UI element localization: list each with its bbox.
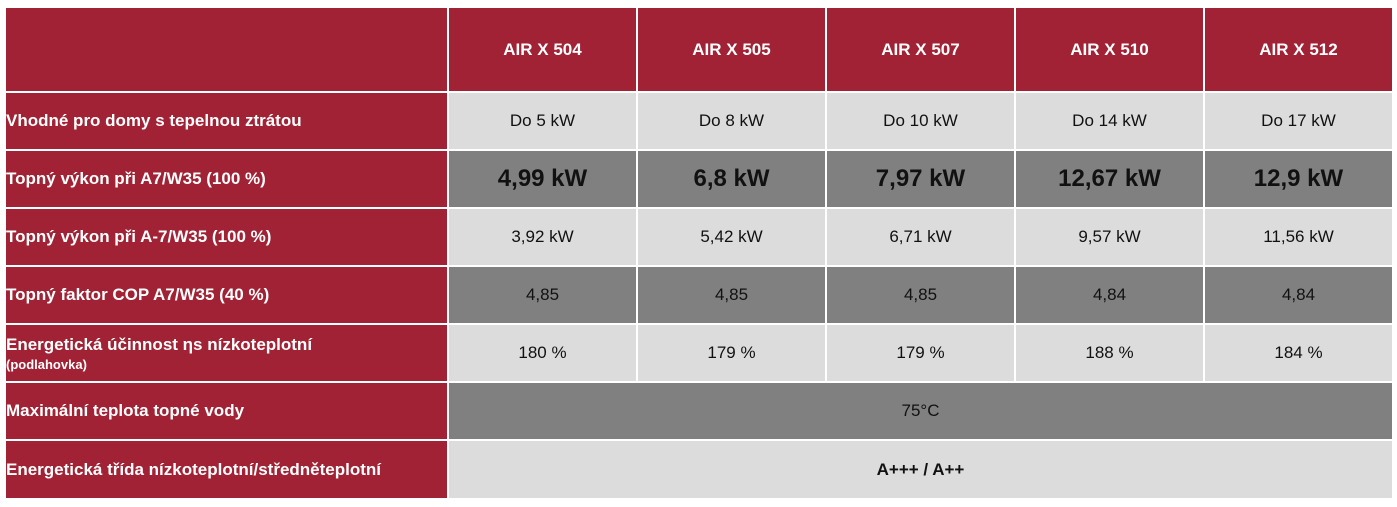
- table-cell: 188 %: [1016, 325, 1203, 381]
- row-label: Energetická třída nízkoteplotní/střednět…: [6, 441, 447, 498]
- row-heating-output-a7: Topný výkon při A7/W35 (100 %) 4,99 kW 6…: [6, 151, 1392, 207]
- row-heating-output-a-7: Topný výkon při A-7/W35 (100 %) 3,92 kW …: [6, 209, 1392, 265]
- model-header: AIR X 507: [827, 8, 1014, 91]
- table-cell: 180 %: [449, 325, 636, 381]
- row-label-sub: (podlahovka): [6, 356, 87, 372]
- table-cell: 4,85: [638, 267, 825, 323]
- table-cell: Do 8 kW: [638, 93, 825, 149]
- table-cell: Do 17 kW: [1205, 93, 1392, 149]
- table-cell: 4,84: [1016, 267, 1203, 323]
- model-header: AIR X 512: [1205, 8, 1392, 91]
- table-cell: 179 %: [827, 325, 1014, 381]
- row-energy-class: Energetická třída nízkoteplotní/střednět…: [6, 441, 1392, 498]
- table-cell: 3,92 kW: [449, 209, 636, 265]
- spec-table: AIR X 504 AIR X 505 AIR X 507 AIR X 510 …: [4, 6, 1394, 500]
- table-cell: 4,84: [1205, 267, 1392, 323]
- table-cell: 179 %: [638, 325, 825, 381]
- row-label: Energetická účinnost ηs nízkoteplotní (p…: [6, 325, 447, 381]
- row-label: Topný výkon při A7/W35 (100 %): [6, 151, 447, 207]
- table-cell: Do 14 kW: [1016, 93, 1203, 149]
- row-max-temperature: Maximální teplota topné vody 75°C: [6, 383, 1392, 439]
- merged-cell: A+++ / A++: [449, 441, 1392, 498]
- row-label: Topný faktor COP A7/W35 (40 %): [6, 267, 447, 323]
- row-label: Maximální teplota topné vody: [6, 383, 447, 439]
- table-cell: 5,42 kW: [638, 209, 825, 265]
- table-cell: 12,9 kW: [1205, 151, 1392, 207]
- row-efficiency: Energetická účinnost ηs nízkoteplotní (p…: [6, 325, 1392, 381]
- table-cell: Do 5 kW: [449, 93, 636, 149]
- table-cell: 9,57 kW: [1016, 209, 1203, 265]
- table-cell: 6,71 kW: [827, 209, 1014, 265]
- table-cell: 11,56 kW: [1205, 209, 1392, 265]
- header-corner-cell: [6, 8, 447, 91]
- row-cop: Topný faktor COP A7/W35 (40 %) 4,85 4,85…: [6, 267, 1392, 323]
- header-row: AIR X 504 AIR X 505 AIR X 507 AIR X 510 …: [6, 8, 1392, 91]
- model-header: AIR X 505: [638, 8, 825, 91]
- table-cell: 12,67 kW: [1016, 151, 1203, 207]
- table-cell: 7,97 kW: [827, 151, 1014, 207]
- row-heat-loss: Vhodné pro domy s tepelnou ztrátou Do 5 …: [6, 93, 1392, 149]
- table-cell: 4,85: [449, 267, 636, 323]
- table-cell: 4,85: [827, 267, 1014, 323]
- row-label: Topný výkon při A-7/W35 (100 %): [6, 209, 447, 265]
- table-cell: 6,8 kW: [638, 151, 825, 207]
- row-label: Vhodné pro domy s tepelnou ztrátou: [6, 93, 447, 149]
- row-label-main: Energetická účinnost ηs nízkoteplotní: [6, 334, 313, 354]
- merged-cell: 75°C: [449, 383, 1392, 439]
- model-header: AIR X 504: [449, 8, 636, 91]
- table-cell: 184 %: [1205, 325, 1392, 381]
- table-cell: 4,99 kW: [449, 151, 636, 207]
- table-cell: Do 10 kW: [827, 93, 1014, 149]
- model-header: AIR X 510: [1016, 8, 1203, 91]
